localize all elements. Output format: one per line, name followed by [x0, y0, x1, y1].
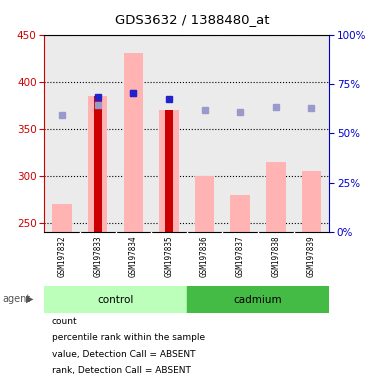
Text: GSM197835: GSM197835	[164, 235, 173, 276]
Bar	[266, 162, 286, 232]
Text: percentile rank within the sample: percentile rank within the sample	[52, 333, 205, 342]
Text: ▶: ▶	[26, 294, 33, 304]
Bar	[44, 286, 187, 313]
Text: GSM197832: GSM197832	[58, 235, 67, 276]
Text: agent: agent	[2, 294, 30, 304]
Text: GSM197834: GSM197834	[129, 235, 138, 276]
Text: control: control	[97, 295, 134, 305]
Text: value, Detection Call = ABSENT: value, Detection Call = ABSENT	[52, 349, 196, 359]
Text: GSM197833: GSM197833	[93, 235, 102, 276]
Bar	[230, 195, 250, 232]
Text: GSM197836: GSM197836	[200, 235, 209, 276]
Bar	[52, 204, 72, 232]
Bar	[165, 110, 173, 232]
Text: GSM197837: GSM197837	[236, 235, 244, 276]
Bar	[94, 96, 102, 232]
Bar	[124, 53, 143, 232]
Text: GSM197838: GSM197838	[271, 235, 280, 276]
Text: rank, Detection Call = ABSENT: rank, Detection Call = ABSENT	[52, 366, 191, 375]
Text: cadmium: cadmium	[234, 295, 282, 305]
Bar	[88, 96, 107, 232]
Bar	[195, 176, 214, 232]
Text: count: count	[52, 316, 78, 326]
Text: GDS3632 / 1388480_at: GDS3632 / 1388480_at	[115, 13, 270, 26]
Bar	[301, 171, 321, 232]
Text: GSM197839: GSM197839	[307, 235, 316, 276]
Bar	[187, 286, 329, 313]
Bar	[159, 110, 179, 232]
